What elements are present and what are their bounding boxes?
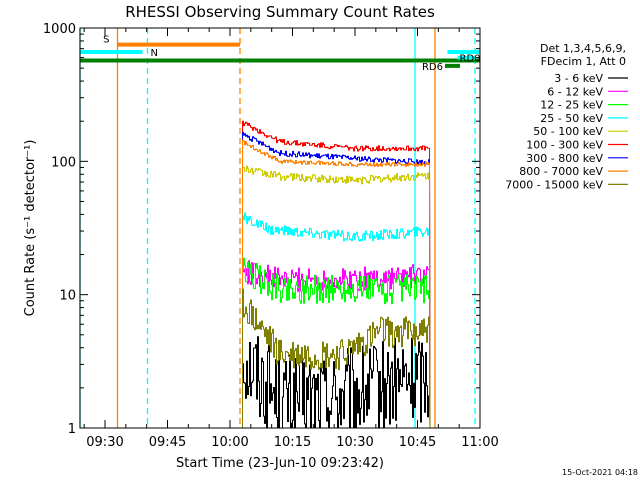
legend-header: Det 1,3,4,5,6,9, (540, 42, 626, 55)
x-tick-label: 10:15 (274, 435, 311, 450)
legend-header: FDecim 1, Att 0 (541, 55, 626, 68)
series-line (242, 212, 431, 429)
legend-entry: 12 - 25 keV (540, 99, 603, 112)
flag-label: S (103, 35, 109, 46)
series-line (242, 257, 431, 429)
series-line (242, 260, 431, 429)
y-axis: 1 10 100 1000 (43, 22, 480, 437)
y-tick-label: 1000 (43, 22, 76, 37)
legend-entry: 50 - 100 keV (533, 125, 603, 138)
series-line (242, 131, 431, 429)
series-line (242, 336, 431, 429)
x-tick-label: 10:30 (336, 435, 373, 450)
legend: Det 1,3,4,5,6,9,FDecim 1, Att 0 3 - 6 keV… (505, 42, 628, 191)
chart-title: RHESSI Observing Summary Count Rates (125, 3, 435, 21)
legend-entry: 300 - 800 keV (526, 152, 603, 165)
flag-label: RD6 (422, 62, 443, 73)
series-line (242, 165, 431, 429)
series-line (242, 288, 431, 429)
flag-label: RD0 (460, 54, 481, 65)
series-line (242, 139, 431, 429)
legend-entry: 7000 - 15000 keV (505, 178, 603, 191)
x-tick-label: 09:30 (86, 435, 123, 450)
plot-frame (79, 27, 481, 429)
x-tick-label: 10:00 (211, 435, 248, 450)
x-tick-label: 11:00 (461, 435, 498, 450)
flag-label: N (151, 48, 158, 59)
series-line (242, 120, 431, 429)
legend-entry: 3 - 6 keV (554, 72, 603, 85)
legend-entry: 6 - 12 keV (547, 85, 603, 98)
footer-date: 15-Oct-2021 04:18 (562, 468, 638, 477)
series-lines (242, 120, 431, 429)
y-axis-label: Count Rate (s⁻¹ detector⁻¹) (23, 140, 38, 317)
legend-entry: 800 - 7000 keV (519, 165, 603, 178)
x-axis-label: Start Time (23-Jun-10 09:23:42) (176, 456, 384, 471)
x-tick-label: 10:45 (399, 435, 436, 450)
y-tick-label: 10 (59, 289, 76, 304)
x-tick-label: 09:45 (149, 435, 186, 450)
legend-entry: 25 - 50 keV (540, 112, 603, 125)
flag-bars: S N RD6 RD0 (80, 35, 481, 73)
y-tick-label: 100 (51, 155, 76, 170)
x-axis: 09:30 09:45 10:00 10:15 10:30 10:45 11:00 (83, 28, 499, 450)
legend-entry: 100 - 300 keV (526, 139, 603, 152)
y-tick-label: 1 (68, 422, 76, 437)
